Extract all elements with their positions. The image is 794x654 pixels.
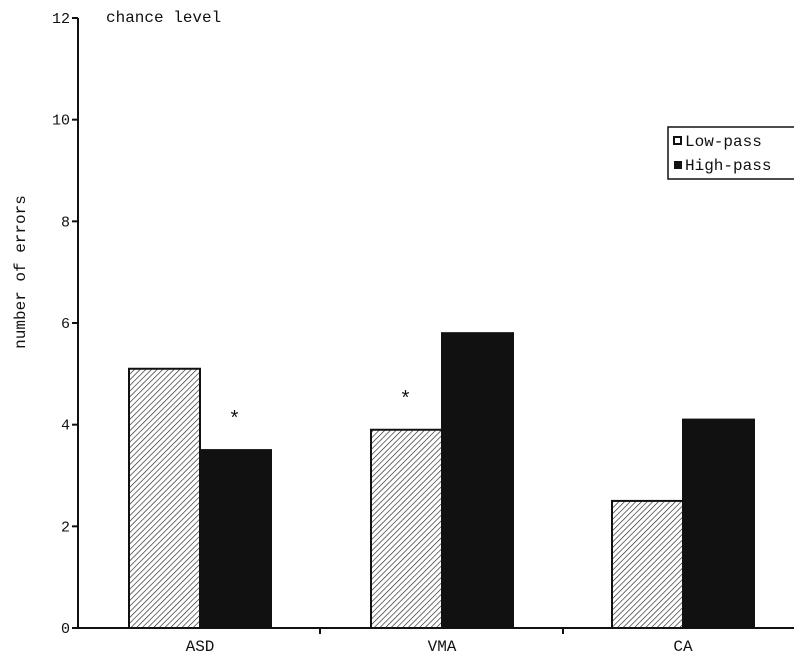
x-category-label: VMA <box>428 638 457 654</box>
legend-swatch-low-pass <box>673 136 682 145</box>
y-axis-label: number of errors <box>12 195 30 349</box>
legend-label-high-pass: High-pass <box>685 157 771 175</box>
significance-markers: ** <box>228 389 411 432</box>
y-tick-label: 6 <box>61 316 70 333</box>
x-category-label: ASD <box>186 638 215 654</box>
x-category-label: CA <box>673 638 693 654</box>
legend: Low-pass High-pass <box>667 126 794 180</box>
y-tick-label: 8 <box>61 214 70 231</box>
y-tick-label: 10 <box>52 113 70 130</box>
bars <box>128 332 755 630</box>
significance-star: * <box>399 389 411 412</box>
x-axis: ASD VMA CA <box>78 627 794 654</box>
y-tick-label: 0 <box>61 621 70 638</box>
y-tick-label: 2 <box>61 519 70 536</box>
bar-vma-high-pass <box>441 332 514 629</box>
chance-level-annotation: chance level <box>106 9 221 27</box>
bar-vma-low-pass <box>370 428 443 629</box>
bar-asd-low-pass <box>128 367 201 629</box>
bar-asd-high-pass <box>199 449 272 630</box>
legend-swatch-high-pass <box>674 161 682 169</box>
bar-ca-low-pass <box>611 499 684 629</box>
significance-star: * <box>228 409 240 432</box>
y-axis: 0 2 4 6 8 10 12 <box>52 11 79 638</box>
y-tick-label: 4 <box>61 418 70 435</box>
legend-box <box>667 126 794 180</box>
bar-ca-high-pass <box>682 418 755 630</box>
y-tick-label: 12 <box>52 11 70 28</box>
legend-label-low-pass: Low-pass <box>685 133 762 151</box>
